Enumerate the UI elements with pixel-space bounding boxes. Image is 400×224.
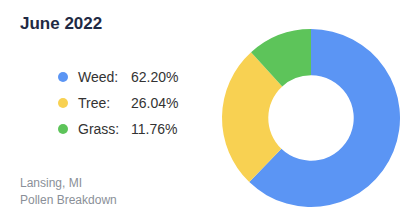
svg-text:June 2022: June 2022	[20, 14, 102, 33]
svg-text:11.76%: 11.76%	[131, 121, 177, 137]
svg-text:Pollen Breakdown: Pollen Breakdown	[20, 193, 117, 207]
svg-text:62.20%: 62.20%	[131, 69, 178, 85]
svg-text:26.04%: 26.04%	[131, 95, 178, 111]
svg-text:Tree:: Tree:	[78, 95, 110, 111]
svg-text:Grass:: Grass:	[78, 121, 119, 137]
svg-text:Lansing, MI: Lansing, MI	[20, 176, 82, 190]
svg-text:Weed:: Weed:	[78, 69, 118, 85]
